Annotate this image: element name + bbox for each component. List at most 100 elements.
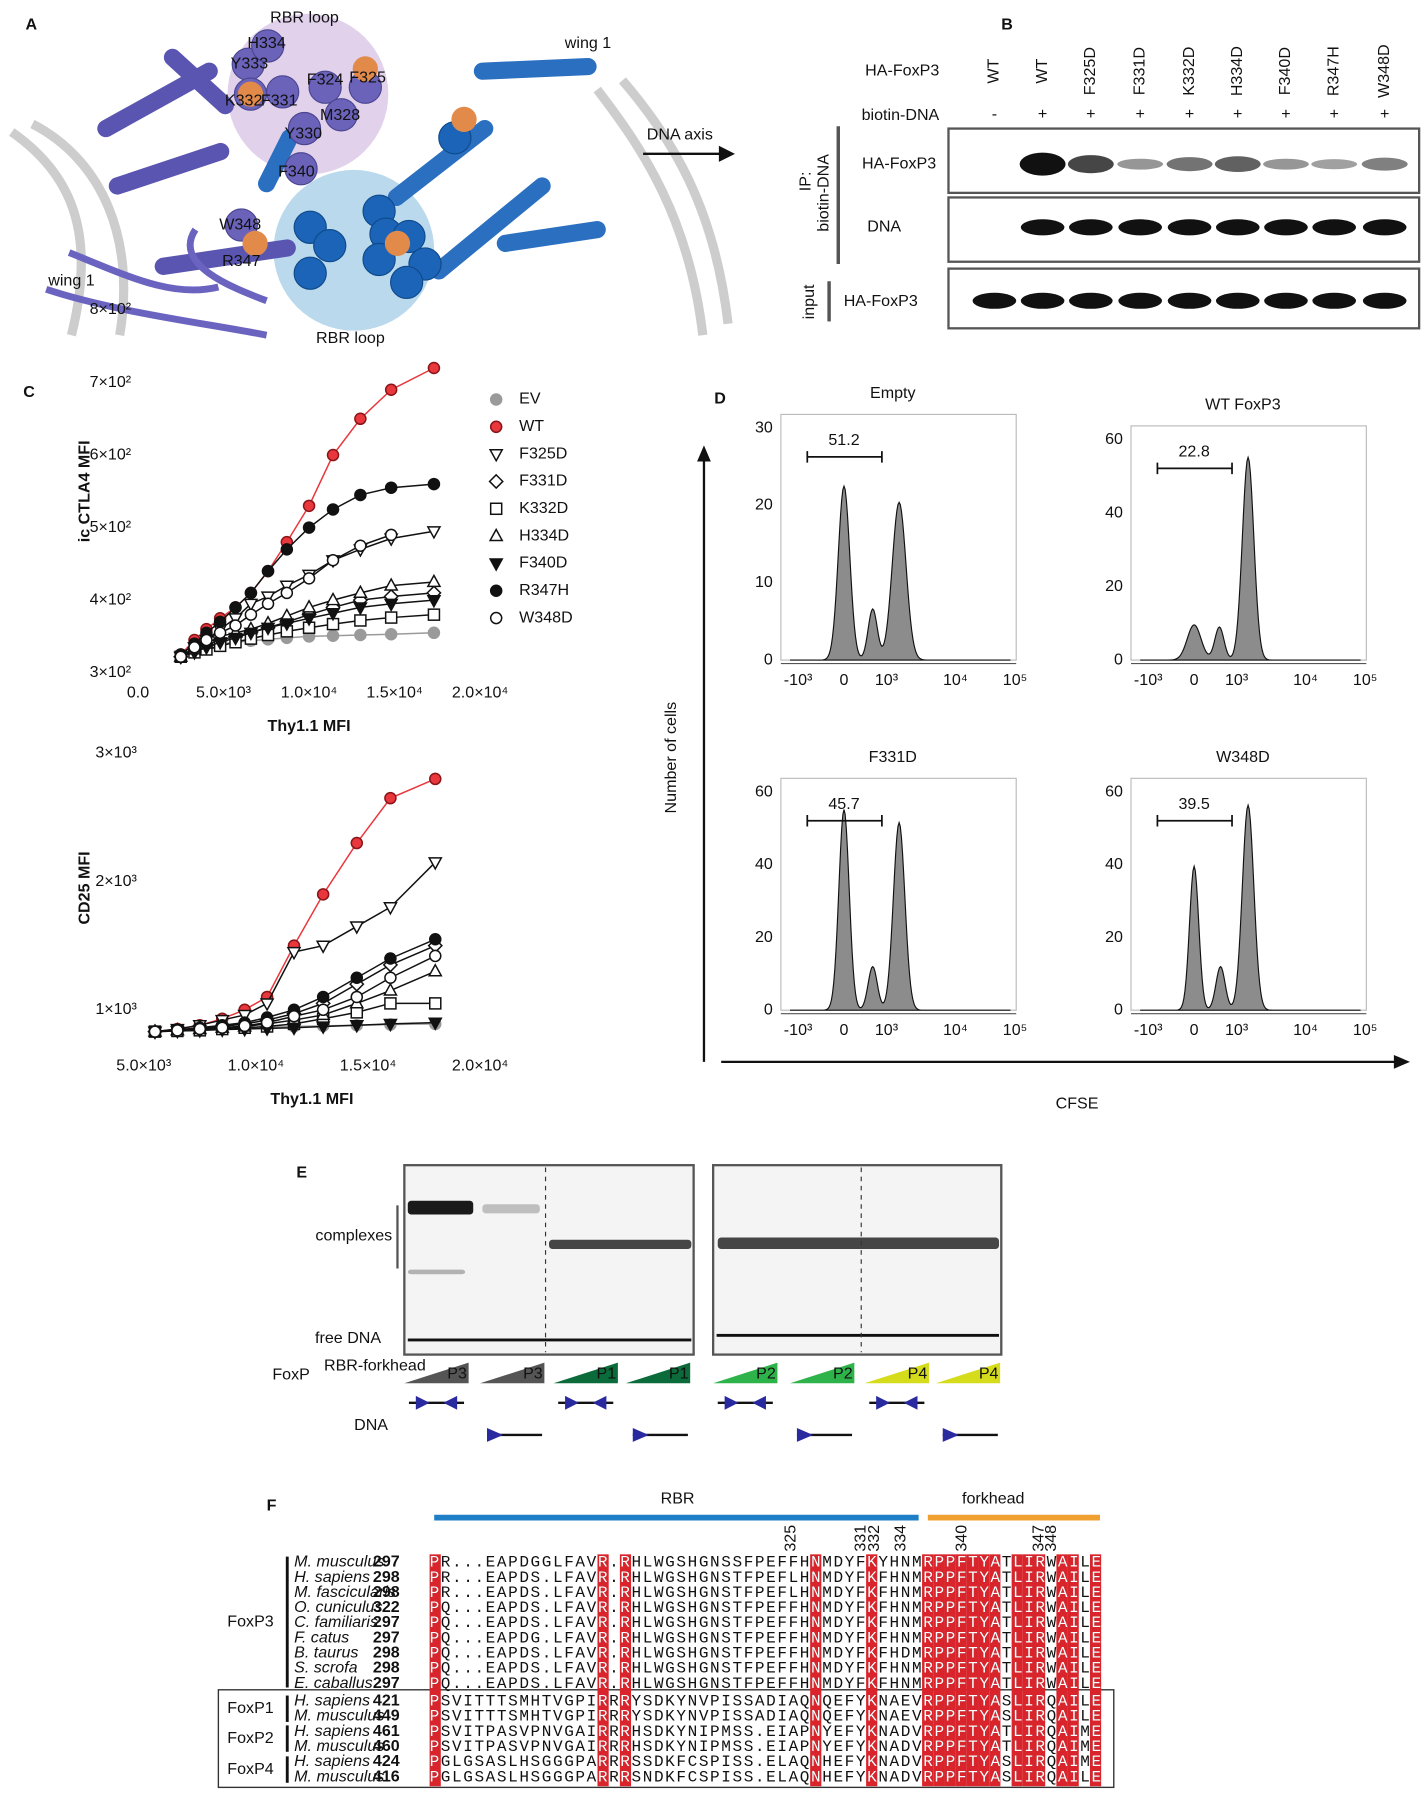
biotin-sign: - <box>992 105 997 123</box>
concentration-triangle <box>404 1362 469 1384</box>
blot-band <box>1167 292 1212 309</box>
data-point <box>213 626 227 640</box>
legend-label: F325D <box>519 444 567 462</box>
blot-band <box>1362 292 1407 309</box>
start-position: 298 <box>373 1568 400 1586</box>
data-point <box>384 611 398 624</box>
residue-number: 331 <box>851 1525 869 1552</box>
x-tick-label: -10³ <box>784 1021 813 1039</box>
species: M. fascicularis <box>294 1583 396 1601</box>
lane-label: F331D <box>1130 47 1148 95</box>
histogram <box>790 484 1011 661</box>
data-point <box>427 361 441 375</box>
gate-value: 51.2 <box>828 431 859 449</box>
concentration-triangle <box>790 1362 855 1384</box>
start-position: 297 <box>373 1553 400 1571</box>
data-point <box>279 618 295 632</box>
sequences: PR...EAPDGGLFAVR.RHLWGSHGNSSFPEFFHNMDYFK… <box>430 1554 1102 1787</box>
residue-label: W348 <box>219 215 261 233</box>
ip-label: IP: <box>796 172 814 192</box>
legend-marker <box>488 448 504 463</box>
panel-letter: D <box>714 390 726 408</box>
gate <box>1156 815 1233 827</box>
x-tick-label: 2.0×10⁴ <box>452 1057 509 1075</box>
arrow-head <box>1393 1054 1410 1069</box>
blot-band <box>1020 219 1065 236</box>
row-label: biotin-DNA <box>862 106 940 124</box>
gel-band <box>407 1200 474 1215</box>
species: M. musculus <box>294 1553 384 1571</box>
dna-strand <box>618 77 733 325</box>
x-tick-label: 10⁴ <box>943 671 968 689</box>
lane-label: R347H <box>1324 46 1342 96</box>
species: E. caballus <box>294 1674 373 1692</box>
dna-strand <box>593 86 708 336</box>
legend-label: F340D <box>519 554 567 572</box>
gate <box>806 815 883 827</box>
y-axis-label: ic CTLA4 MFI <box>75 440 93 542</box>
y-axis-label: CD25 MFI <box>75 851 93 924</box>
dna-site <box>876 1395 918 1410</box>
start-position: 297 <box>373 1628 400 1646</box>
residue-sphere <box>384 230 411 256</box>
species: M. musculus <box>294 1707 384 1725</box>
region-label: RBR loop <box>270 9 339 27</box>
row-label: HA-FoxP3 <box>865 61 939 79</box>
x-tick-label: 10³ <box>875 671 899 689</box>
residue-number: 340 <box>953 1525 971 1552</box>
blot-band <box>1361 157 1408 171</box>
histogram <box>1140 455 1361 661</box>
data-point <box>349 921 365 935</box>
data-point <box>238 1019 251 1033</box>
data-point <box>325 608 341 622</box>
helix <box>163 48 234 115</box>
data-point <box>213 615 227 629</box>
data-point <box>174 650 188 663</box>
data-point <box>280 543 294 556</box>
residue-number: 334 <box>892 1525 910 1552</box>
data-point <box>325 591 341 606</box>
species: O. cuniculus <box>294 1598 382 1616</box>
x-tick-label: 10⁵ <box>1003 671 1028 689</box>
start-position: 449 <box>373 1707 400 1725</box>
data-point <box>302 521 316 534</box>
data-point <box>384 528 398 542</box>
data-point <box>326 448 340 462</box>
y-tick-label: 20 <box>1105 577 1123 595</box>
residue-label: R347 <box>222 252 260 270</box>
data-point <box>315 940 331 954</box>
lane-label: WT <box>1033 59 1051 84</box>
data-point <box>429 997 442 1010</box>
y-tick-label: 20 <box>1105 928 1123 946</box>
dna-label: DNA <box>354 1416 388 1434</box>
data-point <box>243 598 259 612</box>
species: C. familiaris <box>294 1613 378 1631</box>
legend-label: EV <box>519 390 541 408</box>
free-dna-band <box>716 1333 999 1337</box>
x-tick-label: 0 <box>1190 1021 1199 1039</box>
gate-value: 39.5 <box>1179 795 1210 813</box>
data-point <box>350 990 364 1004</box>
data-point <box>427 963 443 977</box>
data-point <box>354 412 367 426</box>
data-point <box>237 1009 252 1024</box>
species: M. musculus <box>294 1737 384 1755</box>
group-label: FoxP3 <box>227 1612 273 1630</box>
residue-sphere <box>284 152 318 186</box>
group-label: FoxP1 <box>227 1699 273 1717</box>
legend-marker <box>489 420 503 434</box>
gel-frame <box>403 1164 695 1356</box>
blot-band <box>1117 158 1164 170</box>
protein-label-superscript: RBR-forkhead <box>324 1356 426 1374</box>
lane-label: P4 <box>908 1364 928 1382</box>
residue-sphere <box>237 81 264 107</box>
x-tick-label: 1.0×10⁴ <box>281 684 338 702</box>
dna-site <box>942 1428 959 1442</box>
data-point <box>354 539 367 552</box>
blot-band <box>1019 152 1066 176</box>
lane-label: P4 <box>979 1364 999 1382</box>
blot-band <box>1069 292 1113 309</box>
region-label: RBR <box>661 1489 695 1507</box>
plot-title: W348D <box>1216 748 1270 766</box>
